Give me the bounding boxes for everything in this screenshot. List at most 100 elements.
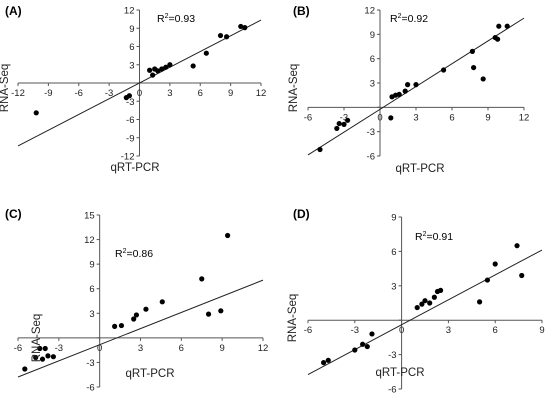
data-point: [37, 345, 43, 352]
y-tick-label: 3: [129, 60, 134, 71]
y-tick-label: -6: [367, 152, 375, 163]
y-tick-label: 3: [370, 79, 375, 90]
data-point: [133, 312, 140, 318]
y-tick-label: 6: [89, 284, 94, 295]
x-tick-label: 12: [519, 112, 530, 123]
data-point: [203, 50, 209, 56]
data-point: [33, 110, 39, 116]
data-point: [131, 316, 137, 322]
y-tick-label: -3: [367, 127, 375, 138]
x-tick-label: -6: [304, 325, 312, 336]
chart-panel-4: -6 -3 0 3 6 9 -6 -3 3 6 9 (D) R2=0.91 qRT-PCR RNA-Seq: [287, 207, 545, 396]
y-tick-label: -9: [126, 133, 134, 144]
data-point: [190, 63, 196, 69]
data-point: [402, 88, 408, 94]
data-point: [431, 294, 437, 300]
data-point: [45, 353, 51, 359]
x-tick-label: -6: [75, 88, 83, 99]
chart-panel-3: -6 -3 0 3 6 9 12-6-33691215(C)R2=0.86qRT-PCRRN…: [5, 207, 268, 394]
data-point: [413, 82, 419, 88]
x-tick-label: 3: [446, 325, 451, 336]
x-tick-label: 9: [228, 88, 233, 99]
panel-tag: (A): [5, 4, 22, 18]
data-point: [147, 67, 153, 73]
data-point: [477, 299, 483, 305]
r2-label: R2=0.91: [415, 231, 453, 243]
x-tick-label: 9: [220, 343, 225, 354]
data-point: [519, 272, 525, 279]
y-tick-label: -3: [86, 358, 94, 369]
r2-symbol: R: [115, 248, 123, 260]
x-axis-title: qRT-PCR: [111, 162, 160, 174]
y-tick-label: 12: [84, 235, 95, 246]
data-point: [118, 322, 125, 329]
data-point: [317, 146, 323, 153]
chart-panel-2: -6 -3 0 3 6 9 12-6-336912(B)R2=0.92qRT-PCRRNA-…: [288, 4, 529, 175]
r2-superscript: 2: [123, 248, 127, 255]
r2-superscript: 2: [398, 13, 402, 20]
chart-panel-1: -12 -9 -6 -3 0 3 6 9 12-12-9-6-336912(A)R2=0.93q…: [0, 4, 266, 174]
data-point: [199, 276, 205, 282]
x-tick-label: 6: [179, 343, 184, 354]
data-point: [471, 64, 477, 71]
data-point: [396, 91, 402, 97]
r2-label: R2=0.92: [390, 13, 428, 25]
data-point: [441, 67, 447, 73]
y-tick-label: -3: [126, 97, 134, 108]
data-point: [159, 299, 165, 305]
data-point: [150, 72, 156, 78]
x-tick-label: 6: [449, 112, 454, 123]
data-point: [334, 125, 340, 132]
data-point: [242, 25, 248, 31]
x-tick-label: -12: [11, 88, 25, 99]
r2-label: R2=0.86: [115, 248, 153, 260]
y-axis-title: RNA-Seq: [0, 64, 11, 113]
r2-value: =0.92: [402, 13, 429, 25]
data-point: [405, 82, 411, 88]
data-point: [143, 306, 149, 312]
x-tick-label: -6: [14, 343, 22, 354]
data-point: [238, 23, 244, 30]
y-tick-label: -6: [86, 383, 94, 394]
data-point: [126, 93, 132, 99]
y-tick-label: 3: [89, 309, 94, 320]
x-tick-label: 9: [485, 112, 490, 123]
x-tick-label: 6: [493, 325, 498, 336]
data-point: [155, 68, 161, 74]
y-tick-label: -3: [388, 350, 396, 361]
trendline: [17, 279, 264, 378]
y-tick-label: -6: [388, 385, 396, 396]
y-tick-label: 15: [84, 211, 95, 222]
x-tick-label: 0: [377, 112, 382, 123]
r2-superscript: 2: [165, 13, 169, 20]
r2-symbol: R: [390, 13, 398, 25]
data-point: [414, 304, 420, 311]
y-tick-label: 9: [370, 30, 375, 41]
x-tick-label: 0: [137, 88, 142, 99]
x-axis-title: qRT-PCR: [126, 368, 175, 380]
x-tick-label: 6: [198, 88, 203, 99]
data-point: [22, 366, 28, 372]
data-point: [480, 76, 486, 82]
data-point: [321, 360, 327, 366]
data-point: [388, 115, 394, 121]
x-axis-title: qRT-PCR: [376, 367, 425, 379]
data-point: [163, 64, 169, 70]
data-point: [496, 23, 502, 29]
data-point: [217, 32, 224, 39]
x-tick-label: -9: [44, 88, 52, 99]
data-point: [112, 323, 118, 329]
x-tick-label: 0: [97, 343, 102, 354]
y-tick-label: 3: [391, 281, 396, 292]
x-tick-label: 0: [399, 325, 404, 336]
data-point: [369, 331, 375, 337]
data-point: [33, 354, 39, 361]
r2-value: =0.93: [169, 13, 196, 25]
panel-tag: (B): [293, 4, 310, 18]
data-point: [225, 232, 231, 239]
panel-tag: (C): [5, 207, 22, 221]
y-tick-label: 12: [364, 6, 375, 17]
data-point: [50, 354, 56, 360]
data-point: [336, 120, 342, 127]
